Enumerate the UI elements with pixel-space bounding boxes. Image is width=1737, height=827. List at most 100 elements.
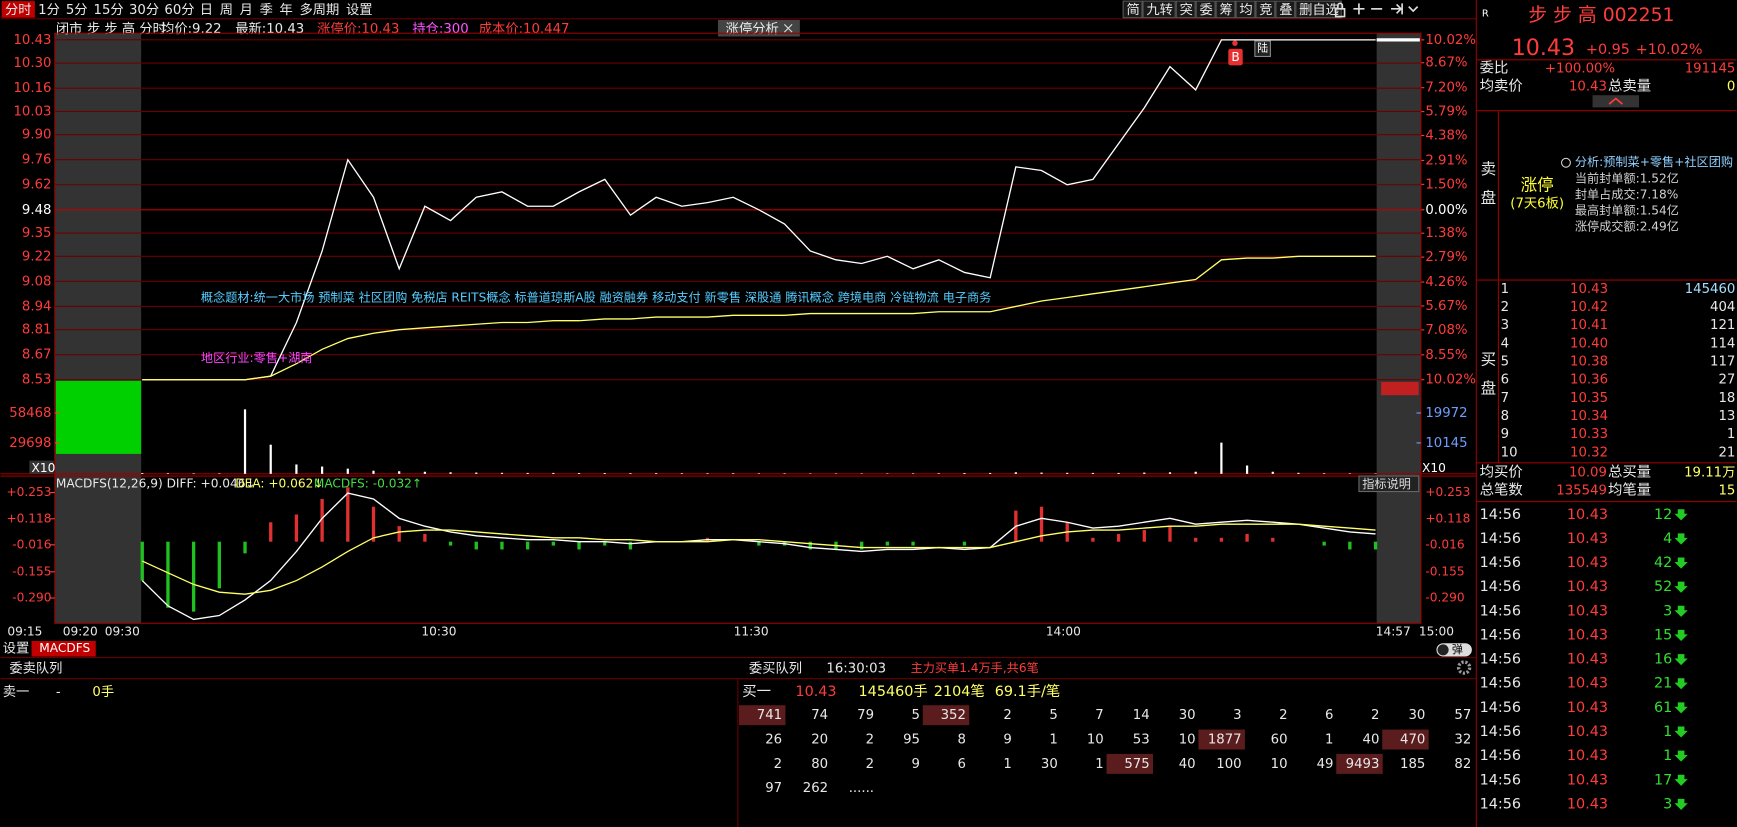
button[interactable]: 季: [260, 2, 273, 18]
label: 4: [1501, 336, 1509, 351]
label: R: [1482, 8, 1489, 19]
gear-icon[interactable]: [1456, 660, 1472, 675]
label: 16: [1654, 652, 1672, 668]
button[interactable]: 年: [280, 2, 293, 18]
label: 145460手: [859, 683, 928, 700]
premarket-area: [54, 33, 142, 624]
button[interactable]: 委: [1200, 2, 1213, 18]
queue-cell: 30: [1179, 708, 1196, 723]
label: 均卖价: [1480, 77, 1523, 94]
button[interactable]: 月: [240, 3, 253, 18]
queue-cell: 185: [1400, 757, 1425, 772]
help-bg[interactable]: [1358, 475, 1420, 493]
button[interactable]: 筹: [1219, 1, 1232, 18]
icon-lock[interactable]: [1334, 2, 1346, 18]
label: 10.33: [1570, 427, 1608, 442]
volume-bar: [757, 473, 761, 474]
macd-bar: [1116, 533, 1121, 542]
button[interactable]: 竞: [1259, 1, 1272, 18]
queue-cell: 8: [957, 733, 965, 748]
queue-cell: 9493: [1346, 757, 1380, 772]
label: 委比: [1480, 60, 1509, 77]
label: 19.11万: [1684, 466, 1735, 481]
button[interactable]: 5分: [66, 2, 88, 18]
button[interactable]: 日: [200, 3, 213, 18]
macd-bar: [1348, 541, 1352, 550]
button[interactable]: 设置: [3, 641, 30, 657]
button[interactable]: 简: [1126, 1, 1139, 18]
tab[interactable]: 涨停分析: [726, 20, 779, 37]
label: 10.43: [1567, 700, 1608, 716]
icon-menu[interactable]: [1408, 6, 1419, 13]
button[interactable]: 突: [1180, 2, 1193, 18]
queue-cell: 470: [1400, 733, 1425, 748]
queue-cell: 352: [941, 708, 966, 723]
queue-cell: 2: [866, 733, 874, 748]
button[interactable]: 15分: [94, 2, 124, 18]
button[interactable]: 叠: [1279, 2, 1292, 18]
macd-bar: [500, 541, 504, 550]
label: 0: [1727, 79, 1735, 94]
x-tick-label: 11:30: [734, 625, 769, 639]
tool-box: [1275, 0, 1296, 19]
y-tick-label: 10.43: [13, 33, 51, 48]
label: 10.43: [1567, 555, 1608, 571]
x-tick-label: 14:00: [1046, 625, 1081, 639]
icon-plus[interactable]: [1353, 3, 1365, 15]
collapse-btn[interactable]: [1592, 95, 1640, 108]
macd-bar: [166, 541, 170, 608]
volume-bar: [1348, 473, 1351, 474]
icon-end[interactable]: [1391, 3, 1403, 15]
button[interactable]: 分时: [5, 2, 32, 18]
button[interactable]: 周: [220, 3, 233, 18]
button[interactable]: 30分: [129, 2, 159, 18]
macd-line: [141, 492, 1376, 621]
label: 持仓:300: [412, 21, 468, 37]
button[interactable]: 1分: [38, 2, 60, 18]
label: 18: [1718, 391, 1735, 406]
macd-bar: [603, 541, 607, 546]
label: 10.42: [1570, 300, 1608, 315]
label: 145460: [1685, 282, 1736, 297]
volume-bar: [526, 472, 529, 474]
macd-bar: [1219, 537, 1224, 542]
label: 10.36: [1570, 373, 1608, 388]
y-tick-label: 9.08: [22, 274, 52, 289]
label: 最新:10.43: [235, 21, 304, 37]
buy-marker: B: [1231, 50, 1239, 64]
scale-label: X10: [1422, 461, 1446, 475]
button[interactable]: 设置: [346, 2, 373, 18]
x-tick-label: 09:30: [105, 625, 140, 639]
annotation: 概念题材:统一大市场 预制菜 社区团购 免税店 REITS概念 标普道琼斯A股 …: [201, 289, 991, 304]
active-tab: [1, 1, 35, 18]
label: 117: [1710, 355, 1735, 370]
down-arrow: [1674, 702, 1688, 714]
button[interactable]: 指标说明: [1362, 476, 1411, 491]
y2-tick-label: 19972: [1425, 406, 1467, 421]
label: 14:56: [1480, 603, 1521, 619]
button[interactable]: 60分: [164, 2, 194, 18]
label: 涨停: [1521, 175, 1554, 194]
y-tick-label: -0.290: [12, 591, 51, 605]
button[interactable]: 九转: [1146, 2, 1173, 18]
volume-bar: [398, 471, 401, 474]
label: 17: [1654, 772, 1672, 788]
button[interactable]: 多周期: [299, 1, 339, 18]
button[interactable]: 删自选: [1299, 2, 1339, 18]
x-tick-label: 10:30: [421, 625, 456, 639]
label: 14:56: [1480, 676, 1521, 692]
tool-box: [1175, 0, 1196, 19]
macd-bar: [628, 541, 633, 550]
button[interactable]: 弹: [1452, 642, 1463, 656]
queue-cell: 80: [811, 757, 828, 772]
volume-bar: [603, 473, 606, 474]
queue-cell: 32: [1454, 733, 1471, 748]
volume-bar: [449, 472, 452, 474]
close-icon[interactable]: [783, 23, 793, 33]
queue-cell: 575: [1124, 757, 1149, 772]
y-tick-label: 9.35: [22, 226, 52, 241]
button[interactable]: 均: [1239, 2, 1252, 18]
y2-tick-label: 4.38%: [1425, 129, 1467, 144]
tab[interactable]: MACDFS: [39, 641, 90, 655]
